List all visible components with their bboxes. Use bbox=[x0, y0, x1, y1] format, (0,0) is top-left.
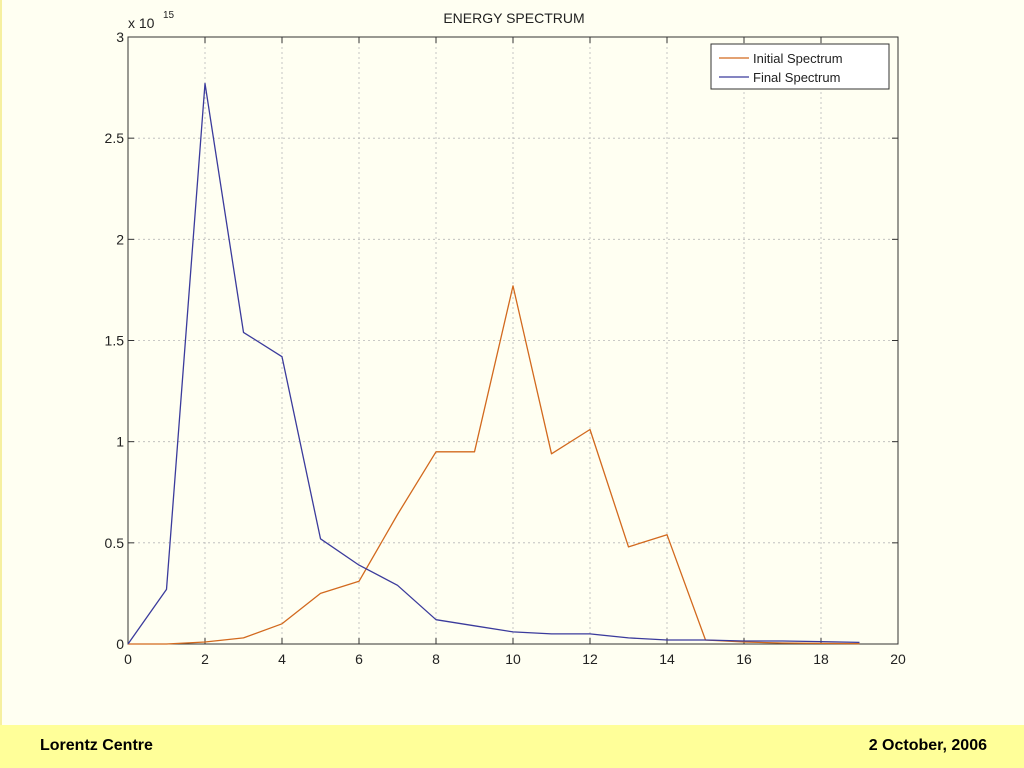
legend-box bbox=[710, 43, 890, 90]
x-tick-label: 8 bbox=[432, 651, 440, 667]
x-tick-label: 6 bbox=[355, 651, 363, 667]
y-multiplier-base: x 10 bbox=[128, 15, 155, 31]
energy-spectrum-chart: ENERGY SPECTRUM x 10 15 0 2 4 6 8 10 12 14 16 18 2… bbox=[105, 10, 906, 667]
footer-organization: Lorentz Centre bbox=[40, 737, 153, 754]
energy-spectrum-figure: ENERGY SPECTRUM x 10 15 0 2 4 6 8 10 12 14 16 18 2… bbox=[105, 10, 906, 667]
y-tick-label: 3 bbox=[116, 29, 124, 45]
y-tick-label: 2 bbox=[116, 231, 124, 247]
y-tick-label: 1.5 bbox=[105, 333, 125, 349]
slide-border bbox=[0, 0, 2, 725]
x-tick-label: 18 bbox=[813, 651, 829, 667]
x-tick-label: 16 bbox=[736, 651, 752, 667]
y-tick-label: 1 bbox=[116, 434, 124, 450]
series-line-initial bbox=[128, 285, 860, 645]
x-tick-label: 2 bbox=[201, 651, 209, 667]
y-multiplier-exponent: 15 bbox=[163, 10, 175, 21]
chart-title: ENERGY SPECTRUM bbox=[443, 10, 584, 26]
slide-footer: Lorentz Centre 2 October, 2006 bbox=[0, 725, 1024, 768]
x-tick-label: 10 bbox=[505, 651, 521, 667]
y-tick-label: 0 bbox=[116, 636, 124, 652]
y-multiplier: x 10 15 bbox=[128, 10, 175, 31]
legend-label-initial: Initial Spectrum bbox=[753, 51, 843, 66]
series-line-final bbox=[127, 82, 860, 645]
x-tick-label: 20 bbox=[890, 651, 906, 667]
x-tick-labels: 0 2 4 6 8 10 12 14 16 18 20 bbox=[124, 651, 906, 667]
x-tick-label: 12 bbox=[582, 651, 598, 667]
legend: Initial Spectrum Final Spectrum bbox=[710, 43, 890, 90]
grid bbox=[128, 37, 898, 644]
legend-label-final: Final Spectrum bbox=[753, 70, 840, 85]
x-tick-label: 4 bbox=[278, 651, 286, 667]
footer-date: 2 October, 2006 bbox=[868, 737, 987, 754]
x-tick-label: 0 bbox=[124, 651, 132, 667]
x-tick-label: 14 bbox=[659, 651, 675, 667]
y-tick-label: 0.5 bbox=[105, 535, 125, 551]
y-tick-label: 2.5 bbox=[105, 130, 125, 146]
y-tick-labels: 0 0.5 1 1.5 2 2.5 3 bbox=[105, 29, 125, 652]
series-lines bbox=[127, 82, 860, 645]
